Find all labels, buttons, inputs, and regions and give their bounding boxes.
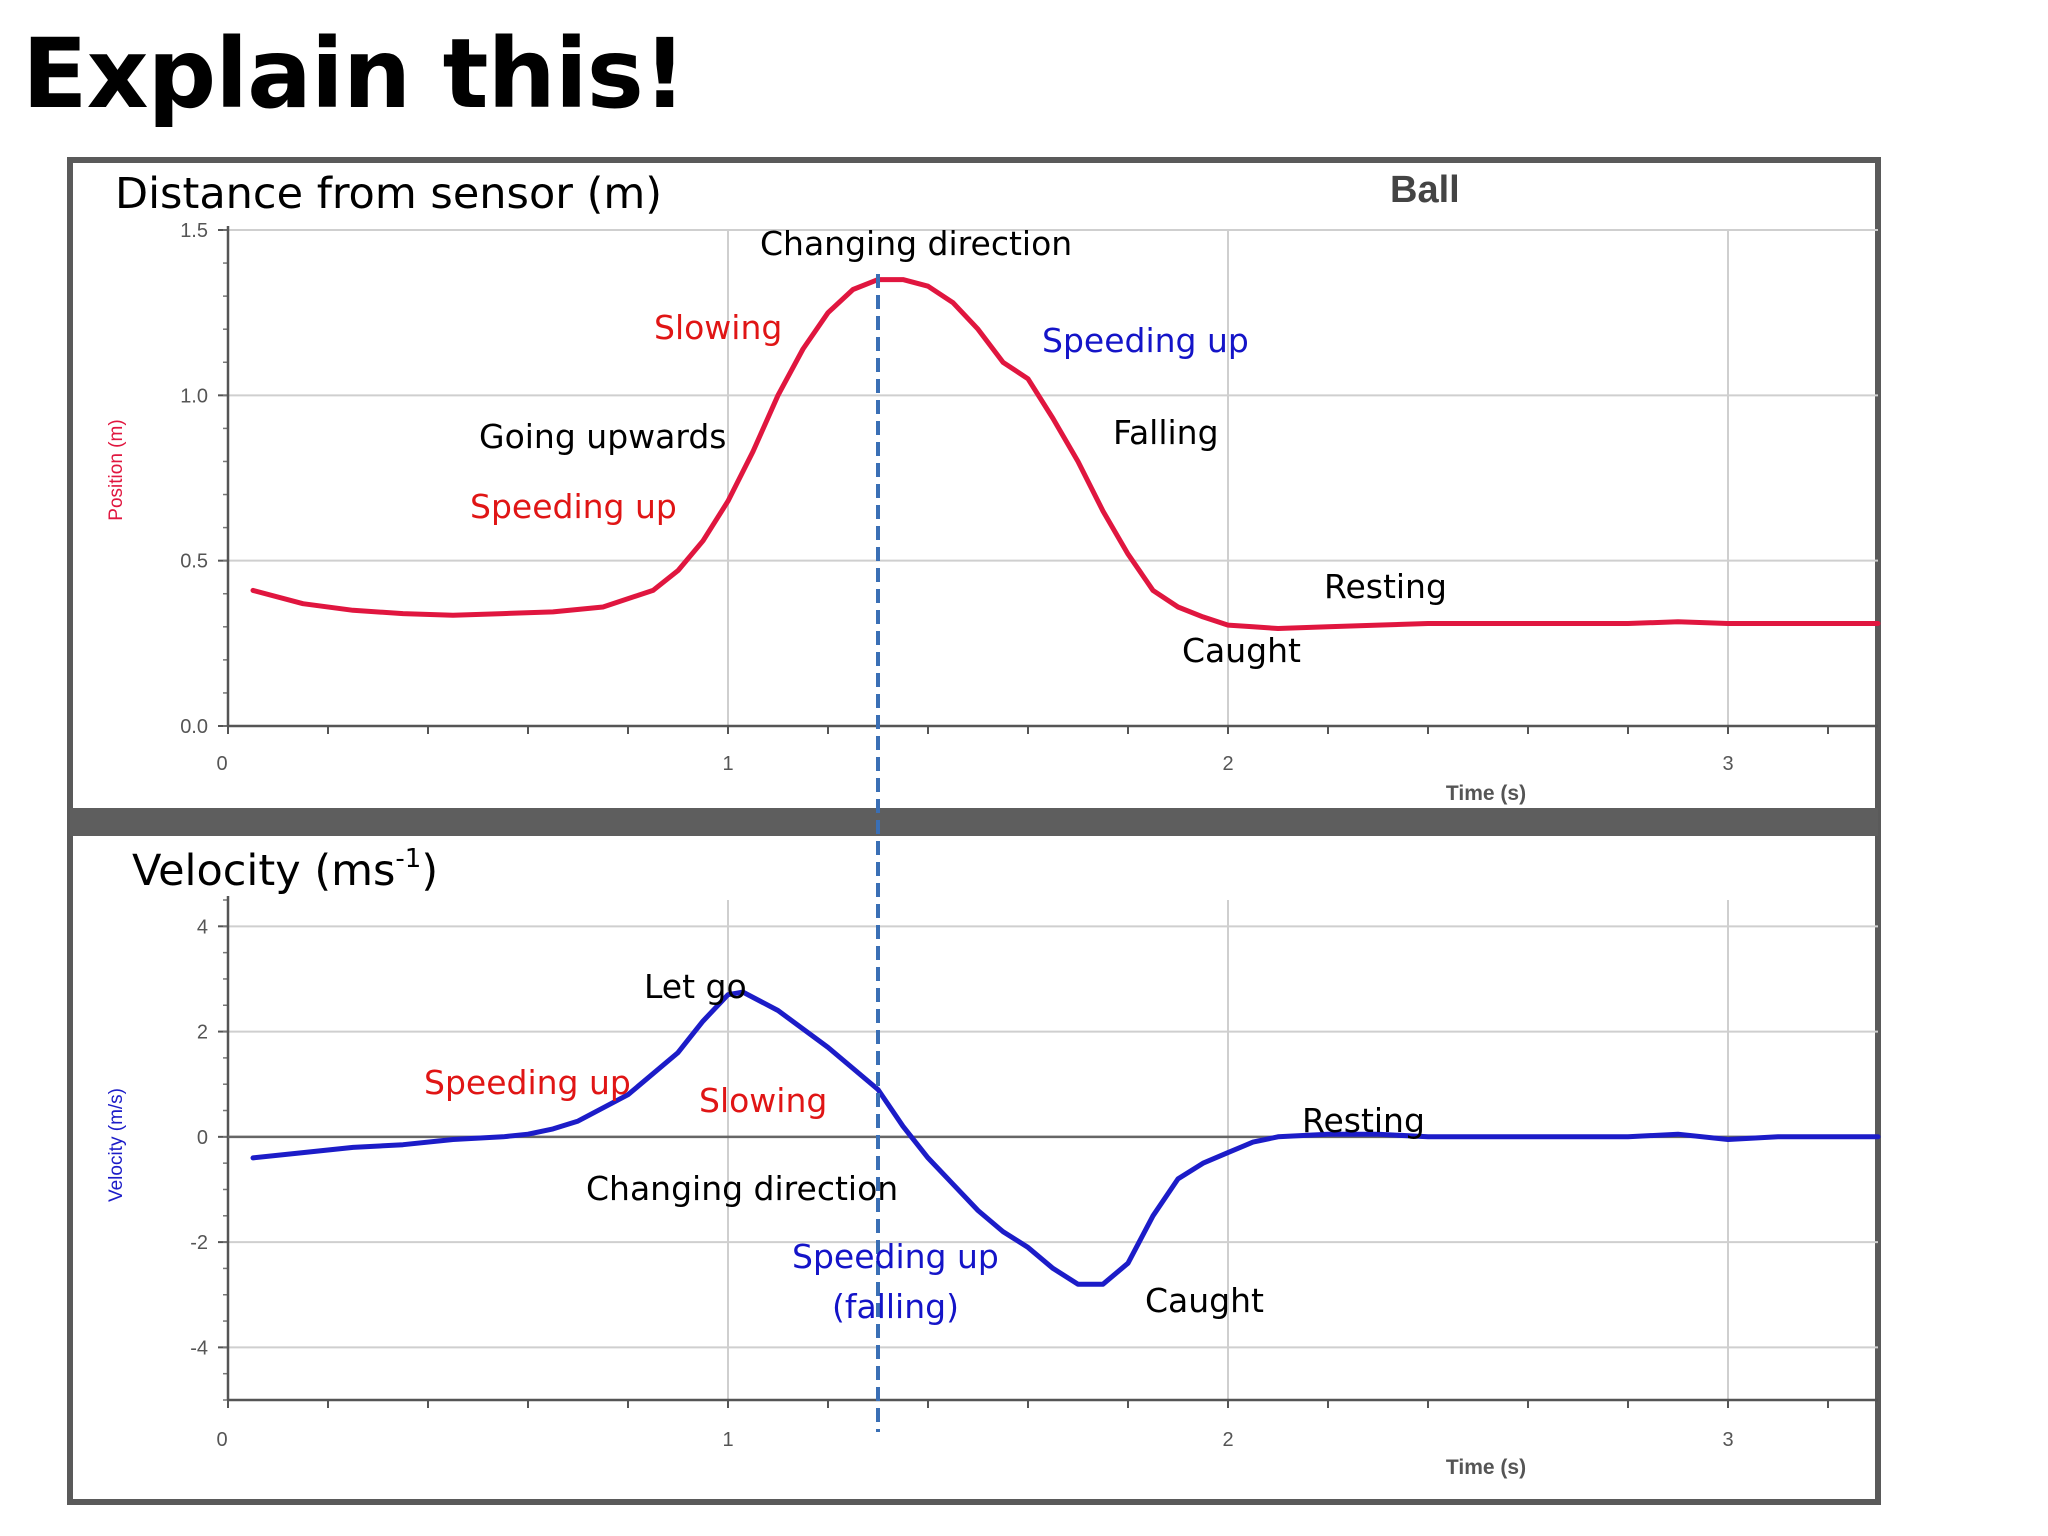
- annotation-speeding-up-falling-top: Speeding up: [1042, 321, 1249, 360]
- position-y-tick-label: 0.0: [180, 716, 208, 738]
- slide-title: Explain this!: [22, 18, 687, 130]
- velocity-x-tick-label: 1: [722, 1429, 733, 1451]
- velocity-heading-close: ): [421, 846, 438, 896]
- position-x-tick-label: 1: [722, 753, 733, 775]
- velocity-series-line: [250, 989, 1881, 1287]
- annotation-changing-direction-top: Changing direction: [760, 224, 1072, 263]
- panel-separator-bar: [70, 808, 1878, 836]
- velocity-panel: 4 2 0 -2 -4 0 1 2 3 Velocity (ms-1) Velocity (m/…: [106, 844, 1881, 1479]
- position-panel-tag: Ball: [1390, 169, 1460, 211]
- annotation-changing-direction-bottom: Changing direction: [586, 1169, 898, 1208]
- annotation-speeding-up-rising-top: Speeding up: [470, 487, 677, 526]
- position-grid: [228, 229, 1878, 727]
- position-y-tick-label: 0.5: [180, 551, 208, 573]
- velocity-x-axis-label: Time (s): [1446, 1456, 1526, 1479]
- position-x-axis-label: Time (s): [1446, 782, 1526, 805]
- annotation-slowing-top: Slowing: [654, 308, 782, 347]
- annotation-caught-top: Caught: [1182, 631, 1301, 670]
- position-panel: 0.0 0.5 1.0 1.5 0 1 2 3 Distance from sensor (m…: [106, 169, 1881, 805]
- annotation-resting-top: Resting: [1324, 567, 1447, 606]
- annotation-caught-bottom: Caught: [1145, 1281, 1264, 1320]
- velocity-y-tick-label: 0: [197, 1127, 208, 1149]
- position-x-tick-label: 0: [216, 753, 227, 775]
- velocity-y-tick-label: 2: [197, 1022, 208, 1044]
- annotation-falling-bottom: (falling): [832, 1287, 959, 1326]
- velocity-y-tick-label: -4: [190, 1337, 208, 1359]
- velocity-y-axis-label: Velocity (m/s): [106, 1088, 127, 1202]
- velocity-heading: Velocity (ms-1): [132, 844, 438, 896]
- annotation-slowing-bottom: Slowing: [699, 1081, 827, 1120]
- velocity-y-tick-label: -2: [190, 1232, 208, 1254]
- velocity-heading-main: Velocity (ms: [132, 846, 395, 896]
- velocity-y-tick-label: 4: [197, 916, 208, 938]
- velocity-heading-sup: -1: [395, 844, 421, 874]
- annotation-speeding-up-rising-bottom: Speeding up: [424, 1063, 631, 1102]
- position-annotations: Changing direction Slowing Speeding up G…: [470, 224, 1447, 670]
- velocity-annotations: Let go Speeding up Slowing Resting Chang…: [424, 967, 1425, 1326]
- position-series-line: [250, 277, 1881, 631]
- annotation-falling: Falling: [1113, 413, 1219, 452]
- position-x-tick-label: 2: [1222, 753, 1233, 775]
- velocity-x-tick-label: 0: [216, 1429, 227, 1451]
- annotation-speeding-up-falling-bottom: Speeding up: [792, 1237, 999, 1276]
- position-y-axis-label: Position (m): [106, 419, 127, 520]
- annotation-resting-bottom: Resting: [1302, 1101, 1425, 1140]
- velocity-x-tick-label: 3: [1722, 1429, 1733, 1451]
- position-axes: 0.0 0.5 1.0 1.5 0 1 2 3: [180, 220, 1878, 775]
- position-heading: Distance from sensor (m): [115, 169, 662, 219]
- position-x-tick-label: 3: [1722, 753, 1733, 775]
- velocity-x-tick-label: 2: [1222, 1429, 1233, 1451]
- annotation-going-upwards: Going upwards: [479, 417, 726, 456]
- position-y-tick-label: 1.0: [180, 385, 208, 407]
- position-y-tick-label: 1.5: [180, 220, 208, 242]
- annotation-let-go: Let go: [644, 967, 747, 1006]
